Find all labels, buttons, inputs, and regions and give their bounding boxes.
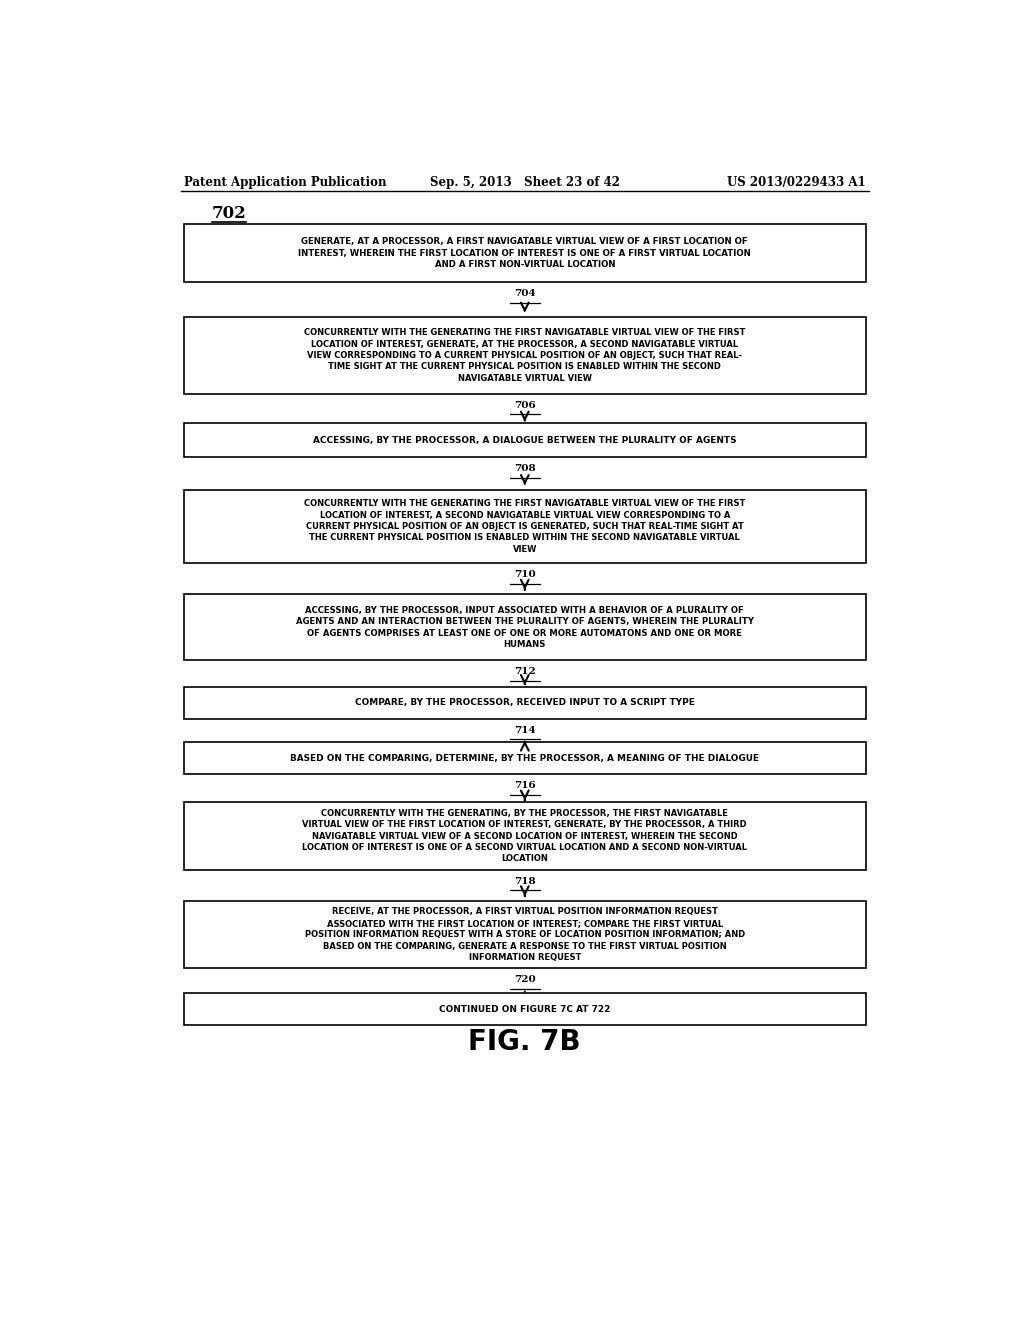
FancyBboxPatch shape [183, 424, 866, 457]
Text: 720: 720 [514, 975, 536, 985]
Text: ACCESSING, BY THE PROCESSOR, A DIALOGUE BETWEEN THE PLURALITY OF AGENTS: ACCESSING, BY THE PROCESSOR, A DIALOGUE … [313, 436, 736, 445]
FancyBboxPatch shape [183, 803, 866, 870]
Text: CONCURRENTLY WITH THE GENERATING THE FIRST NAVIGATABLE VIRTUAL VIEW OF THE FIRST: CONCURRENTLY WITH THE GENERATING THE FIR… [304, 329, 745, 383]
Text: FIG. 7B: FIG. 7B [469, 1028, 581, 1056]
Text: 710: 710 [514, 570, 536, 579]
FancyBboxPatch shape [183, 993, 866, 1026]
FancyBboxPatch shape [183, 900, 866, 969]
Text: 708: 708 [514, 465, 536, 473]
FancyBboxPatch shape [183, 594, 866, 660]
Text: 714: 714 [514, 726, 536, 735]
Text: CONCURRENTLY WITH THE GENERATING, BY THE PROCESSOR, THE FIRST NAVIGATABLE
VIRTUA: CONCURRENTLY WITH THE GENERATING, BY THE… [302, 809, 748, 863]
FancyBboxPatch shape [183, 224, 866, 282]
Text: Sep. 5, 2013   Sheet 23 of 42: Sep. 5, 2013 Sheet 23 of 42 [430, 176, 620, 189]
Text: BASED ON THE COMPARING, DETERMINE, BY THE PROCESSOR, A MEANING OF THE DIALOGUE: BASED ON THE COMPARING, DETERMINE, BY TH… [290, 754, 760, 763]
Text: 706: 706 [514, 401, 536, 411]
Text: 718: 718 [514, 876, 536, 886]
FancyBboxPatch shape [183, 686, 866, 719]
Text: US 2013/0229433 A1: US 2013/0229433 A1 [727, 176, 866, 189]
FancyBboxPatch shape [183, 742, 866, 775]
Text: CONCURRENTLY WITH THE GENERATING THE FIRST NAVIGATABLE VIRTUAL VIEW OF THE FIRST: CONCURRENTLY WITH THE GENERATING THE FIR… [304, 499, 745, 554]
Text: 702: 702 [211, 205, 246, 222]
Text: Patent Application Publication: Patent Application Publication [183, 176, 386, 189]
FancyBboxPatch shape [183, 490, 866, 564]
Text: 716: 716 [514, 781, 536, 791]
Text: GENERATE, AT A PROCESSOR, A FIRST NAVIGATABLE VIRTUAL VIEW OF A FIRST LOCATION O: GENERATE, AT A PROCESSOR, A FIRST NAVIGA… [298, 238, 752, 269]
Text: COMPARE, BY THE PROCESSOR, RECEIVED INPUT TO A SCRIPT TYPE: COMPARE, BY THE PROCESSOR, RECEIVED INPU… [355, 698, 694, 708]
Text: RECEIVE, AT THE PROCESSOR, A FIRST VIRTUAL POSITION INFORMATION REQUEST
ASSOCIAT: RECEIVE, AT THE PROCESSOR, A FIRST VIRTU… [305, 907, 744, 962]
Text: ACCESSING, BY THE PROCESSOR, INPUT ASSOCIATED WITH A BEHAVIOR OF A PLURALITY OF
: ACCESSING, BY THE PROCESSOR, INPUT ASSOC… [296, 606, 754, 649]
Text: 704: 704 [514, 289, 536, 298]
Text: CONTINUED ON FIGURE 7C AT 722: CONTINUED ON FIGURE 7C AT 722 [439, 1005, 610, 1014]
Text: 712: 712 [514, 668, 536, 676]
FancyBboxPatch shape [183, 317, 866, 395]
